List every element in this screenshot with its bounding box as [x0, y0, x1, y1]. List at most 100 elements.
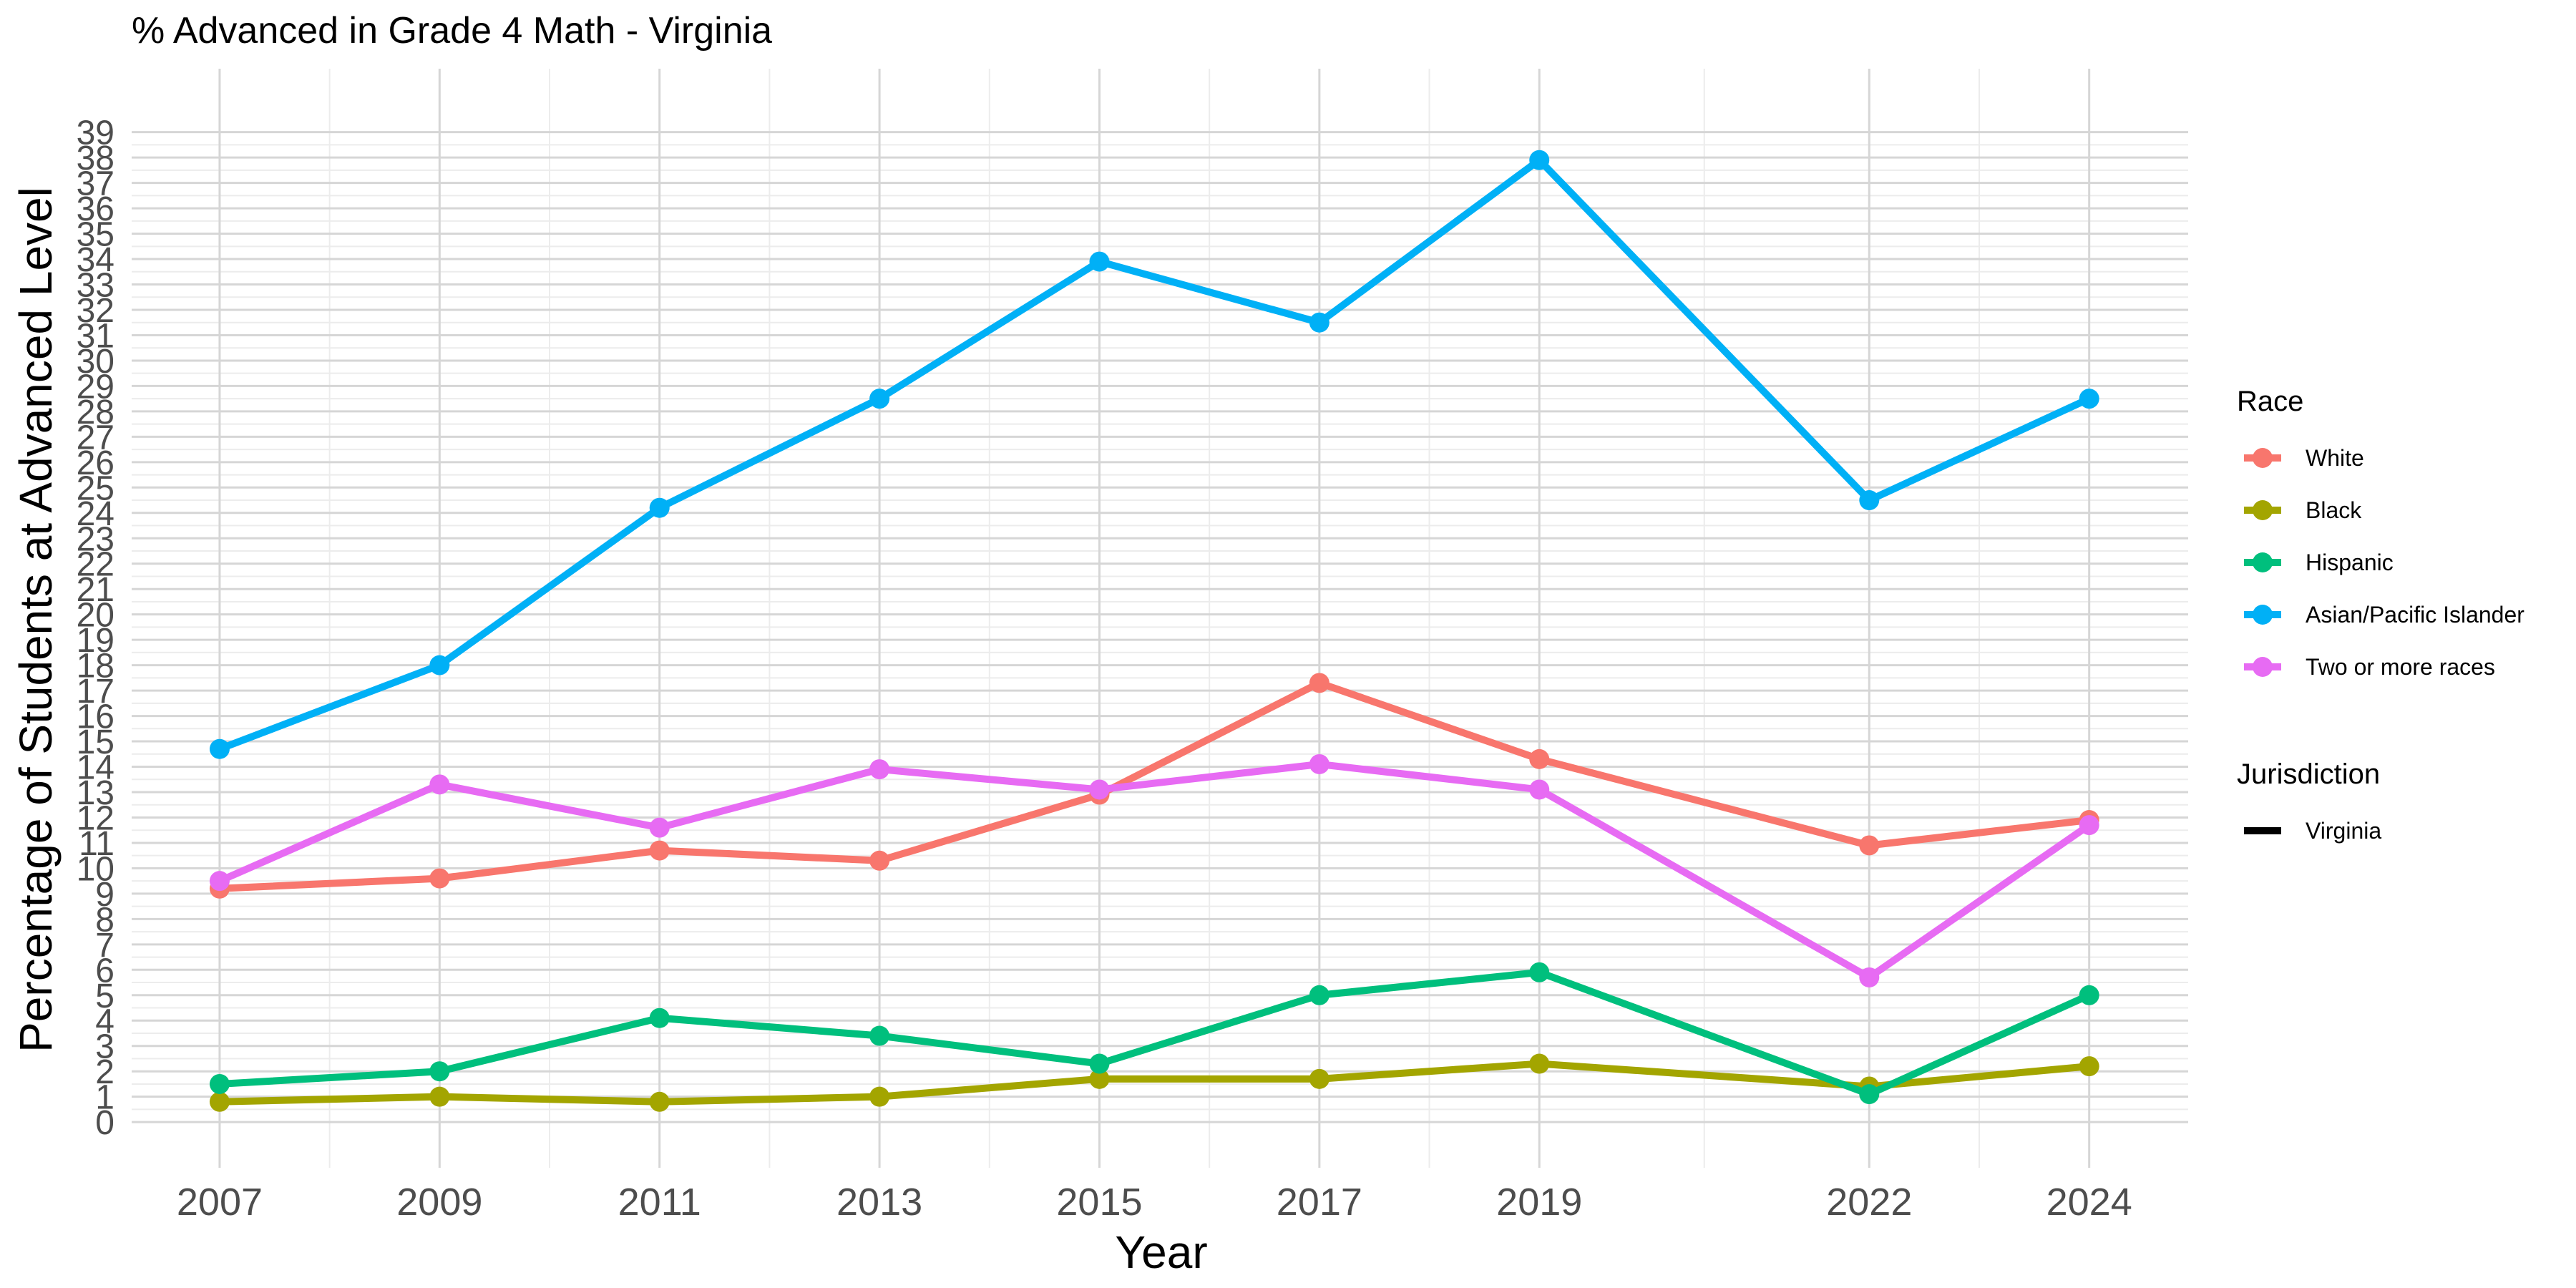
y-axis-title: Percentage of Students at Advanced Level: [10, 187, 62, 1053]
data-point: [1529, 779, 1550, 800]
series-black: [209, 1053, 2099, 1112]
legend-key-point: [2253, 500, 2273, 520]
y-tick-label: 9: [95, 876, 114, 914]
x-tick-label: 2015: [1056, 1181, 1142, 1224]
chart-title: % Advanced in Grade 4 Math - Virginia: [132, 10, 772, 52]
data-point: [1859, 1084, 1880, 1105]
x-tick-label: 2009: [396, 1181, 482, 1224]
y-tick-label: 7: [95, 927, 114, 965]
y-axis-ticks: 0123456789101112131415161718192021222324…: [77, 114, 114, 1142]
y-tick-label: 18: [77, 648, 114, 686]
data-point: [1089, 1068, 1110, 1089]
data-point: [1859, 967, 1880, 987]
data-point: [2079, 815, 2099, 836]
legend-label: Hispanic: [2306, 550, 2394, 575]
data-point: [429, 1086, 450, 1107]
series-two-or-more-races: [209, 753, 2099, 987]
y-tick-label: 33: [77, 267, 114, 305]
data-point: [429, 655, 450, 675]
y-tick-label: 21: [77, 571, 114, 609]
y-tick-label: 19: [77, 622, 114, 660]
data-point: [429, 868, 450, 889]
y-tick-label: 35: [77, 216, 114, 254]
legend-title-jurisdiction: Jurisdiction: [2237, 758, 2380, 790]
y-tick-label: 37: [77, 165, 114, 203]
data-point: [869, 1025, 890, 1046]
y-tick-label: 0: [95, 1104, 114, 1142]
y-tick-label: 17: [77, 673, 114, 711]
y-tick-label: 20: [77, 597, 114, 635]
y-tick-label: 31: [77, 317, 114, 355]
y-tick-label: 30: [77, 343, 114, 381]
legend-label: Virginia: [2306, 818, 2381, 844]
data-point: [2079, 985, 2099, 1005]
data-point: [1089, 779, 1110, 800]
y-tick-label: 34: [77, 241, 114, 279]
data-point: [869, 1086, 890, 1107]
y-tick-label: 1: [95, 1079, 114, 1117]
y-tick-label: 6: [95, 952, 114, 990]
y-tick-label: 38: [77, 140, 114, 177]
y-tick-label: 36: [77, 190, 114, 228]
y-tick-label: 3: [95, 1028, 114, 1066]
y-tick-label: 22: [77, 546, 114, 584]
y-tick-label: 32: [77, 292, 114, 330]
y-tick-label: 5: [95, 977, 114, 1015]
x-tick-label: 2024: [2046, 1181, 2132, 1224]
y-tick-label: 8: [95, 901, 114, 939]
x-tick-label: 2022: [1826, 1181, 1912, 1224]
y-tick-label: 11: [79, 825, 114, 863]
data-point: [1529, 150, 1550, 170]
y-tick-label: 15: [77, 723, 114, 761]
data-point: [209, 738, 230, 759]
data-point: [869, 389, 890, 409]
series-line: [215, 156, 2093, 753]
data-point: [429, 1061, 450, 1082]
data-point: [1309, 312, 1330, 333]
data-point: [649, 1008, 670, 1028]
y-tick-label: 2: [95, 1053, 114, 1091]
data-point: [1309, 985, 1330, 1005]
data-point: [1859, 835, 1880, 856]
data-point: [1859, 490, 1880, 511]
x-tick-label: 2007: [177, 1181, 263, 1224]
legend-key-point: [2253, 552, 2273, 572]
series-hispanic: [209, 962, 2099, 1105]
legend: Race White Black Hispanic Asian/Pacific Isla…: [2237, 386, 2524, 844]
series-asian-pacific-islander: [209, 150, 2099, 759]
y-tick-label: 14: [77, 749, 114, 787]
series-lines: [209, 150, 2099, 1112]
data-point: [209, 871, 230, 892]
y-tick-label: 12: [77, 799, 114, 837]
y-tick-label: 39: [77, 114, 114, 152]
legend-label: White: [2306, 445, 2364, 471]
data-point: [1309, 1068, 1330, 1089]
y-tick-label: 23: [77, 520, 114, 558]
y-tick-label: 13: [77, 774, 114, 812]
x-axis-title: Year: [1115, 1226, 1207, 1278]
data-point: [429, 774, 450, 795]
legend-key-point: [2253, 605, 2273, 625]
data-point: [649, 497, 670, 518]
x-tick-label: 2011: [618, 1181, 701, 1224]
data-point: [649, 840, 670, 861]
y-tick-label: 4: [95, 1002, 114, 1040]
y-tick-label: 16: [77, 698, 114, 736]
data-point: [1089, 1053, 1110, 1074]
legend-label: Asian/Pacific Islander: [2306, 602, 2524, 628]
y-tick-label: 25: [77, 469, 114, 507]
legend-title-race: Race: [2237, 386, 2303, 417]
legend-key-point: [2253, 657, 2273, 677]
data-point: [1089, 251, 1110, 272]
y-tick-label: 26: [77, 444, 114, 482]
y-tick-label: 28: [77, 394, 114, 431]
data-point: [209, 1073, 230, 1094]
data-point: [2079, 1056, 2099, 1077]
data-point: [1529, 962, 1550, 982]
data-point: [649, 817, 670, 838]
data-point: [1309, 673, 1330, 693]
x-tick-label: 2017: [1277, 1181, 1362, 1224]
y-tick-label: 27: [77, 419, 114, 457]
x-tick-label: 2019: [1496, 1181, 1582, 1224]
